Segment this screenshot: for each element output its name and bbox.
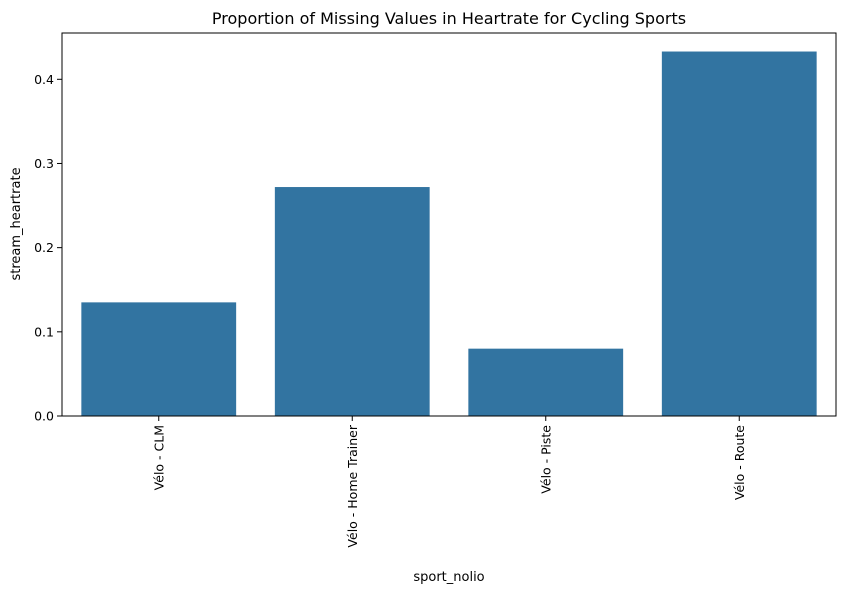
bar-4	[661, 51, 817, 417]
y-tick-label: 0.3	[34, 156, 54, 171]
bars-group	[81, 51, 817, 417]
x-tick-label: Vélo - Home Trainer	[345, 424, 360, 547]
plot-frame	[61, 32, 837, 417]
y-tick-label: 0.1	[34, 324, 54, 339]
chart-title: Proportion of Missing Values in Heartrat…	[212, 9, 686, 28]
x-axis-label: sport_nolio	[413, 570, 484, 585]
y-axis-ticks: 0.0 0.1 0.2 0.3 0.4	[34, 72, 62, 424]
x-axis-ticks: Vélo - CLM Vélo - Home Trainer Vélo - Pist…	[151, 416, 747, 548]
y-tick-label: 0.4	[34, 72, 54, 87]
bar-1	[81, 302, 237, 416]
x-tick-label: Vélo - Route	[732, 425, 747, 500]
bar-3	[468, 348, 624, 416]
y-tick-label: 0.2	[34, 240, 54, 255]
y-tick-label: 0.0	[34, 409, 54, 424]
bar-2	[274, 187, 430, 416]
x-tick-label: Vélo - CLM	[151, 425, 166, 490]
y-axis-label: stream_heartrate	[9, 167, 24, 280]
x-tick-label: Vélo - Piste	[538, 425, 553, 494]
